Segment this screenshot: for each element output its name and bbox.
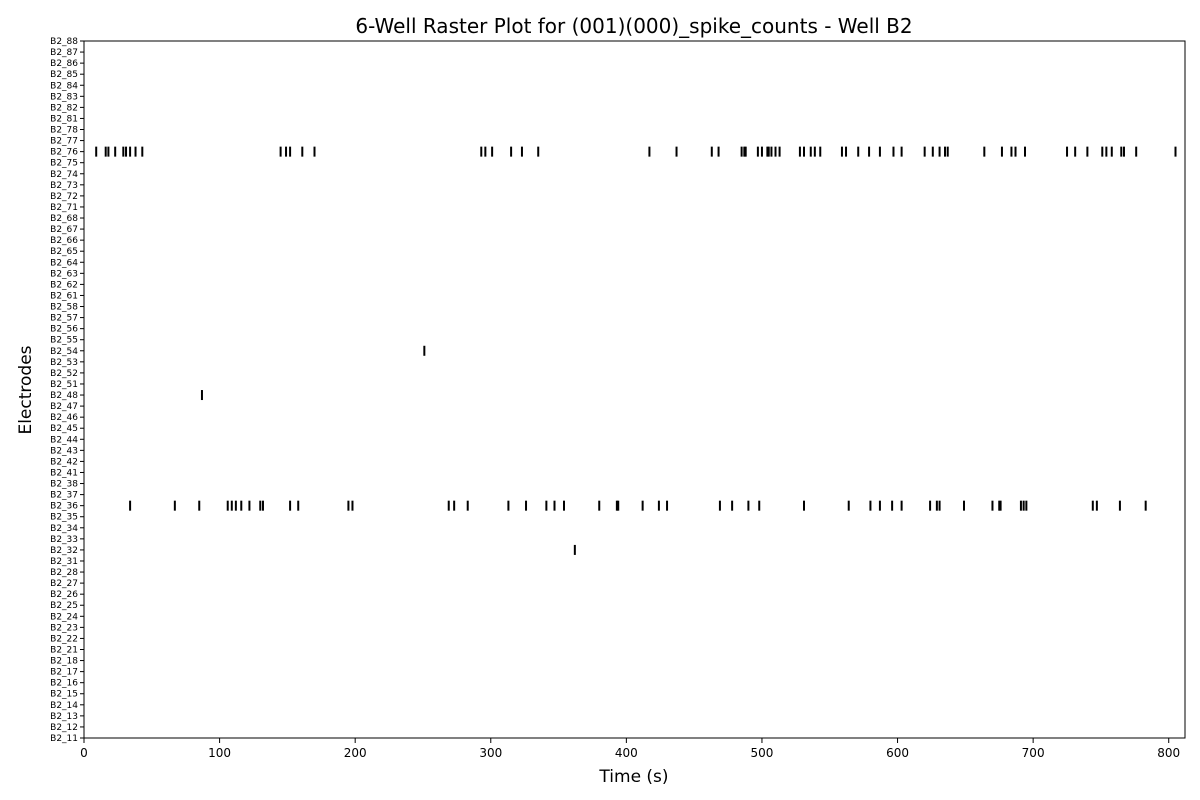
y-tick-label: B2_65: [50, 247, 78, 257]
x-tick-label: 600: [886, 746, 909, 760]
y-tick-label: B2_78: [50, 126, 78, 136]
x-tick-layer: 0 100 200 300 400 500 600 700 800: [80, 738, 1180, 760]
y-tick-label: B2_32: [50, 546, 78, 556]
y-tick-label: B2_77: [50, 137, 78, 147]
y-tick-label: B2_85: [50, 70, 78, 80]
y-tick-label: B2_45: [50, 424, 78, 434]
y-tick-label: B2_86: [50, 59, 78, 69]
y-tick-label: B2_35: [50, 513, 78, 523]
y-tick-label: B2_64: [50, 258, 78, 268]
y-tick-label: B2_52: [50, 369, 78, 379]
y-tick-label: B2_34: [50, 524, 78, 534]
y-tick-label: B2_37: [50, 491, 78, 501]
y-tick-label: B2_16: [50, 679, 78, 689]
y-tick-label: B2_54: [50, 347, 78, 357]
y-tick-label: B2_13: [50, 712, 78, 722]
y-tick-label: B2_76: [50, 148, 78, 158]
y-tick-label: B2_33: [50, 535, 78, 545]
x-tick-label: 100: [208, 746, 231, 760]
x-axis-label: Time (s): [598, 767, 668, 787]
y-tick-label: B2_68: [50, 214, 78, 224]
x-tick-label: 800: [1157, 746, 1180, 760]
y-tick-label: B2_71: [50, 203, 78, 213]
x-tick-label: 500: [751, 746, 774, 760]
y-tick-label: B2_27: [50, 579, 78, 589]
y-tick-label: B2_31: [50, 557, 78, 567]
y-tick-label: B2_83: [50, 92, 78, 102]
y-tick-label: B2_25: [50, 601, 78, 611]
y-tick-label: B2_74: [50, 170, 78, 180]
y-tick-layer: B2_11B2_12B2_13B2_14B2_15B2_16B2_17B2_18…: [50, 37, 84, 744]
x-tick-label: 700: [1022, 746, 1045, 760]
y-tick-label: B2_73: [50, 181, 78, 191]
y-tick-label: B2_18: [50, 657, 78, 667]
y-tick-label: B2_36: [50, 502, 78, 512]
spike-layer: [95, 146, 1177, 555]
y-tick-label: B2_61: [50, 291, 78, 301]
x-tick-label: 0: [80, 746, 88, 760]
y-tick-label: B2_17: [50, 668, 78, 678]
y-tick-label: B2_38: [50, 480, 78, 490]
chart-title: 6-Well Raster Plot for (001)(000)_spike_…: [355, 14, 912, 38]
y-tick-label: B2_26: [50, 590, 78, 600]
y-tick-label: B2_43: [50, 446, 78, 456]
y-tick-label: B2_66: [50, 236, 78, 246]
y-tick-label: B2_87: [50, 48, 78, 58]
y-tick-label: B2_56: [50, 325, 78, 335]
y-tick-label: B2_55: [50, 336, 78, 346]
y-tick-label: B2_82: [50, 103, 78, 113]
y-tick-label: B2_62: [50, 280, 78, 290]
y-tick-label: B2_44: [50, 435, 78, 445]
y-tick-label: B2_24: [50, 612, 78, 622]
y-tick-label: B2_41: [50, 468, 78, 478]
y-tick-label: B2_42: [50, 457, 78, 467]
y-tick-label: B2_21: [50, 645, 78, 655]
x-tick-label: 200: [344, 746, 367, 760]
x-tick-label: 400: [615, 746, 638, 760]
y-tick-label: B2_58: [50, 303, 78, 313]
y-axis-label: Electrodes: [16, 345, 36, 434]
y-tick-label: B2_15: [50, 690, 78, 700]
y-tick-label: B2_81: [50, 114, 78, 124]
x-tick-label: 300: [479, 746, 502, 760]
y-tick-label: B2_14: [50, 701, 78, 711]
y-tick-label: B2_51: [50, 380, 78, 390]
y-tick-label: B2_75: [50, 159, 78, 169]
y-tick-label: B2_46: [50, 413, 78, 423]
y-tick-label: B2_11: [50, 734, 78, 744]
y-tick-label: B2_88: [50, 37, 78, 47]
y-tick-label: B2_57: [50, 314, 78, 324]
y-tick-label: B2_48: [50, 391, 78, 401]
y-tick-label: B2_67: [50, 225, 78, 235]
y-tick-label: B2_22: [50, 634, 78, 644]
y-tick-label: B2_63: [50, 269, 78, 279]
y-tick-label: B2_28: [50, 568, 78, 578]
y-tick-label: B2_12: [50, 723, 78, 733]
y-tick-label: B2_23: [50, 623, 78, 633]
y-tick-label: B2_84: [50, 81, 78, 91]
y-tick-label: B2_72: [50, 192, 78, 202]
y-tick-label: B2_47: [50, 402, 78, 412]
plot-frame: [83, 40, 1186, 739]
y-tick-label: B2_53: [50, 358, 78, 368]
